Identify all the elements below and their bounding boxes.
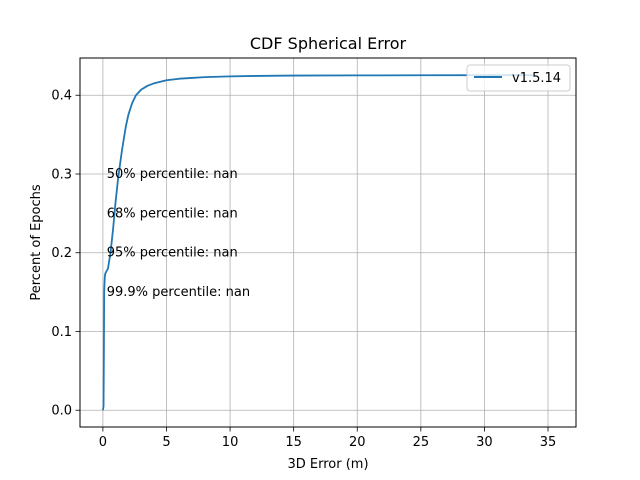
y-tick-label: 0.3 bbox=[51, 167, 72, 182]
series-line-v1-5-14 bbox=[102, 74, 536, 411]
legend-label-v1-5-14: v1.5.14 bbox=[512, 71, 561, 86]
annotations: 50% percentile: nan 68% percentile: nan 95… bbox=[107, 167, 250, 300]
x-tick-label: 15 bbox=[285, 435, 302, 450]
x-tick-label: 0 bbox=[99, 435, 107, 450]
chart-title: CDF Spherical Error bbox=[250, 34, 407, 53]
y-tick-label: 0.0 bbox=[51, 404, 72, 419]
x-tick-label: 10 bbox=[222, 435, 239, 450]
x-axis-label: 3D Error (m) bbox=[287, 457, 368, 472]
x-tick-label: 30 bbox=[476, 435, 493, 450]
y-tick-label: 0.1 bbox=[51, 325, 72, 340]
legend: v1.5.14 bbox=[466, 64, 571, 92]
ticks: 0 5 10 15 20 25 30 35 0.0 0.1 0.2 0.3 0.4 bbox=[51, 89, 556, 450]
y-axis-label: Percent of Epochs bbox=[29, 184, 44, 301]
x-tick-label: 35 bbox=[540, 435, 557, 450]
percentile-annotation: 99.9% percentile: nan bbox=[107, 285, 250, 300]
x-tick-label: 5 bbox=[162, 435, 170, 450]
grid bbox=[80, 58, 576, 427]
x-tick-label: 20 bbox=[349, 435, 366, 450]
y-tick-label: 0.2 bbox=[51, 246, 72, 261]
plot-area bbox=[79, 57, 577, 428]
legend-box bbox=[466, 64, 571, 92]
y-tick-label: 0.4 bbox=[51, 89, 72, 104]
percentile-annotation: 95% percentile: nan bbox=[107, 246, 238, 261]
percentile-annotation: 68% percentile: nan bbox=[107, 206, 238, 221]
series-layer bbox=[102, 74, 536, 411]
x-tick-label: 25 bbox=[413, 435, 430, 450]
percentile-annotation: 50% percentile: nan bbox=[107, 167, 238, 182]
